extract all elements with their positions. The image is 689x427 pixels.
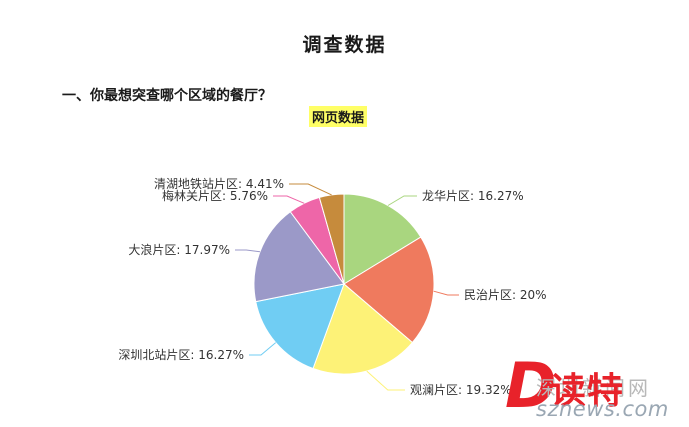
watermark-logo-letter: D	[505, 349, 557, 422]
slice-label: 龙华片区: 16.27%	[422, 189, 524, 203]
watermark-site-name: 深圳新闻网	[536, 376, 651, 400]
leader-line	[433, 290, 459, 296]
pie-slice	[312, 283, 414, 375]
slice-label: 清湖地铁站片区: 4.41%	[154, 176, 284, 191]
leader-line	[235, 249, 261, 253]
slice-label: 观澜片区: 19.32%	[410, 383, 512, 397]
chart-title: 网页数据	[309, 106, 368, 127]
slice-label: 梅林关片区: 5.76%	[162, 188, 268, 203]
leader-line	[289, 183, 332, 196]
page-title: 调查数据	[302, 34, 387, 56]
leader-line	[366, 370, 405, 391]
slice-label: 深圳北站片区: 16.27%	[118, 348, 244, 362]
pie-slice	[343, 236, 435, 344]
slice-label: 民治片区: 20%	[464, 288, 547, 302]
leader-line	[273, 195, 305, 204]
watermark-url: sznews.com	[536, 397, 669, 421]
pie-slice	[253, 211, 345, 303]
watermark-brand: 读特	[550, 371, 625, 412]
slice-label: 大浪片区: 17.97%	[128, 242, 230, 257]
survey-question: 一、你最想突查哪个区域的餐厅？	[62, 88, 272, 104]
leader-line	[249, 342, 277, 356]
leader-line	[387, 195, 417, 206]
